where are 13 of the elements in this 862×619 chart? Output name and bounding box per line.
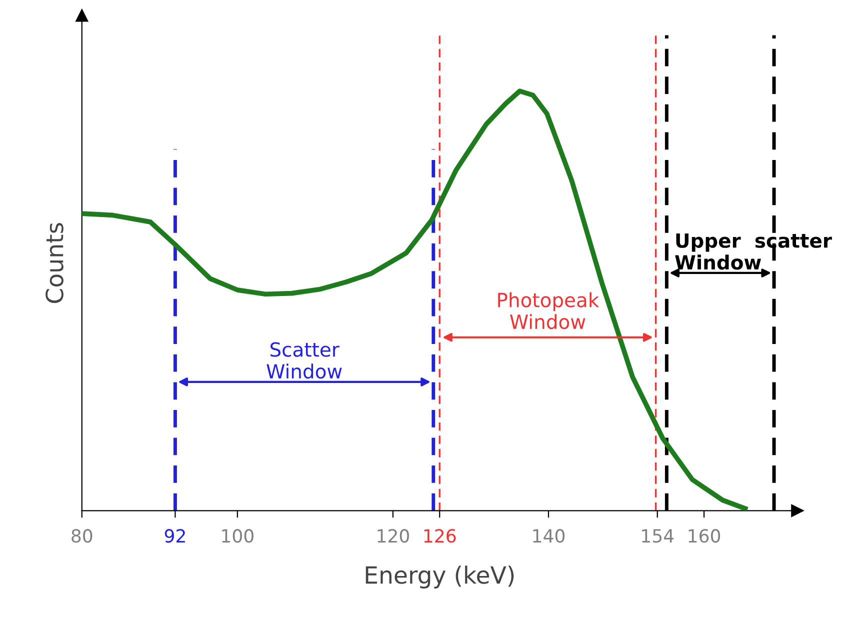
x-tick-label: 154 bbox=[642, 529, 674, 543]
x-axis-title: Energy (keV) bbox=[366, 566, 514, 588]
x-tick-label: 92 bbox=[164, 529, 185, 543]
annotation: Scatter Window bbox=[266, 342, 342, 379]
x-tick-label: 160 bbox=[688, 529, 720, 543]
annotation: Upper scatter Window bbox=[675, 233, 832, 270]
x-tick-label: 120 bbox=[378, 529, 409, 543]
annotation: Photopeak Window bbox=[498, 292, 600, 330]
x-tick-label: 126 bbox=[424, 529, 456, 543]
x-tick-label: 100 bbox=[222, 529, 254, 543]
y-axis-title: Counts bbox=[46, 223, 64, 303]
x-tick-label: 140 bbox=[533, 529, 565, 543]
x-tick-label: 80 bbox=[72, 529, 92, 543]
